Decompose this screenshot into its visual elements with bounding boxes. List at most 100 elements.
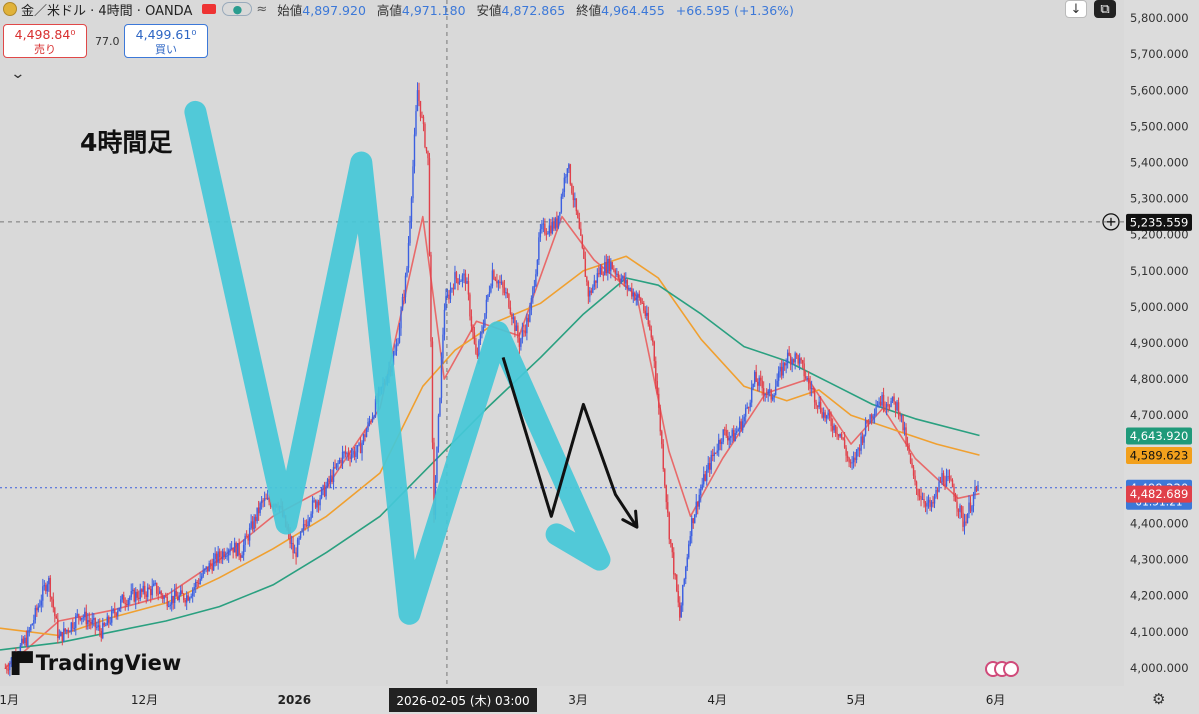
candle-body: [956, 501, 958, 509]
candle-body: [927, 499, 930, 503]
candle-body: [734, 433, 736, 442]
candle-body: [852, 457, 855, 463]
candle-body: [410, 198, 413, 222]
candle-body: [33, 620, 35, 624]
candle-body: [812, 388, 814, 390]
time-tick-label: 5月: [847, 693, 867, 707]
candle-body: [831, 426, 834, 431]
candle-body: [461, 275, 464, 281]
candle-body: [840, 433, 843, 438]
candle-body: [873, 413, 876, 416]
candle-body: [671, 543, 673, 553]
candle-body: [539, 229, 542, 238]
price-tick-label: 4,100.000: [1130, 625, 1189, 639]
candle-body: [314, 500, 317, 508]
candle-body: [205, 566, 207, 570]
candle-body: [968, 502, 970, 515]
time-axis-bg: [0, 686, 1199, 714]
candle-body: [392, 354, 395, 365]
candle-body: [631, 288, 633, 297]
candle-body: [427, 150, 429, 159]
chart-header: 金／米ドル · 4時間 · OANDA ● ≈ 始値4,897.920 高値4,…: [0, 0, 794, 19]
candle-body: [758, 377, 760, 386]
candle-body: [412, 166, 414, 199]
candle-body: [241, 555, 243, 558]
candle-body: [607, 258, 609, 274]
price-tick-label: 4,700.000: [1130, 408, 1189, 422]
wave-icon[interactable]: ≈: [256, 1, 268, 17]
candle-body: [595, 280, 597, 283]
candle-body: [85, 611, 87, 625]
candle-body: [891, 396, 894, 402]
candle-body: [944, 483, 946, 487]
time-tick-label: 4月: [707, 693, 727, 707]
candle-body: [165, 596, 167, 598]
candle-body: [338, 459, 341, 463]
chevron-down-icon[interactable]: ⌄: [10, 66, 26, 82]
candle-body: [680, 605, 682, 618]
candle-body: [227, 550, 230, 556]
candle-body: [637, 294, 639, 298]
candle-body: [212, 558, 215, 571]
candle-body: [912, 467, 915, 476]
candle-body: [798, 358, 801, 364]
candle-body: [747, 407, 750, 409]
price-tick-label: 5,100.000: [1130, 264, 1189, 278]
candle-body: [520, 338, 522, 347]
fullscreen-icon[interactable]: ⧉: [1094, 0, 1116, 18]
candle-body: [762, 388, 765, 395]
candle-body: [650, 329, 652, 338]
candle-body: [971, 506, 973, 512]
candle-body: [96, 626, 98, 628]
candle-body: [18, 654, 20, 658]
candle-body: [13, 654, 16, 662]
candle-body: [746, 407, 748, 409]
candle-body: [40, 600, 43, 606]
candle-body: [251, 521, 254, 530]
candle-body: [187, 595, 189, 601]
price-tick-label: 4,300.000: [1130, 553, 1189, 567]
candle-body: [933, 496, 936, 504]
candle-body: [800, 358, 802, 361]
candle-body: [821, 412, 823, 418]
candle-body: [299, 531, 302, 539]
status-dot-icon[interactable]: ●: [222, 2, 253, 16]
candle-body: [191, 589, 194, 597]
candle-body: [171, 595, 173, 605]
candle-body: [157, 593, 159, 595]
buy-label: 買い: [155, 43, 177, 56]
candle-body: [938, 481, 940, 492]
candle-body: [160, 591, 162, 596]
flag-icon[interactable]: [202, 4, 217, 14]
candle-body: [547, 233, 549, 235]
candle-body: [743, 416, 745, 422]
candle-body: [352, 450, 354, 455]
candle-body: [972, 494, 975, 507]
events-icon[interactable]: [985, 661, 1019, 677]
candle-body: [346, 452, 348, 455]
candle-body: [370, 421, 372, 423]
candle-body: [178, 595, 180, 601]
candle-body: [218, 551, 221, 558]
symbol-title[interactable]: 金／米ドル · 4時間 · OANDA: [21, 3, 193, 19]
time-axis: 11月 12月 2026 3月 4月 5月 6月: [0, 686, 1199, 714]
candle-body: [888, 405, 891, 407]
candle-body: [220, 557, 222, 560]
candle-body: [577, 211, 579, 219]
candle-body: [232, 547, 234, 553]
candle-body: [505, 292, 507, 294]
arrow-down-icon[interactable]: ↓: [1065, 0, 1087, 18]
buy-button[interactable]: 4,499.61⁰ 買い: [124, 24, 208, 58]
sell-button[interactable]: 4,498.84⁰ 売り: [3, 24, 87, 58]
candle-body: [918, 495, 921, 497]
time-tick-label: 6月: [986, 693, 1006, 707]
candle-body: [785, 363, 787, 366]
candle-body: [397, 342, 399, 346]
candle-body: [350, 454, 353, 460]
candle-body: [422, 116, 425, 125]
candle-body: [797, 355, 799, 364]
candle-body: [707, 463, 709, 470]
gear-icon[interactable]: ⚙: [1152, 690, 1166, 708]
